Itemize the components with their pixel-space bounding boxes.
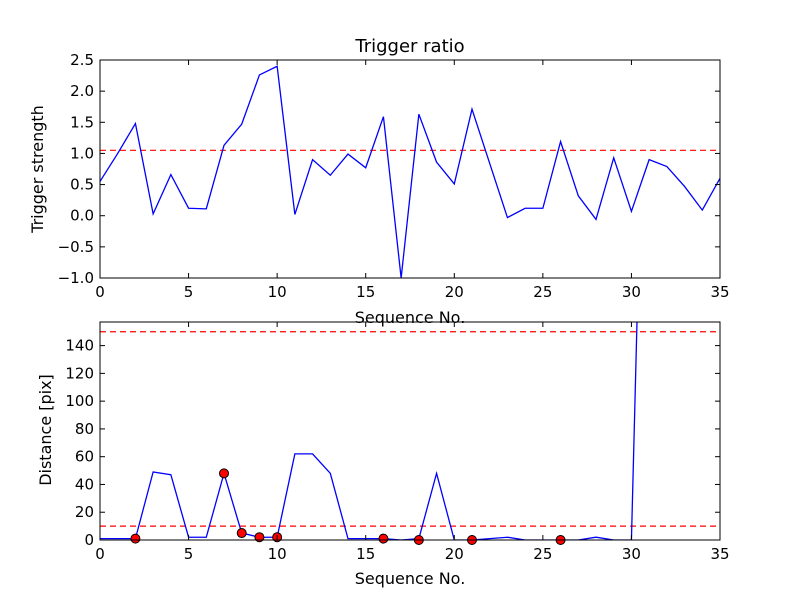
bottom-data-point — [219, 468, 229, 479]
bottom-y-tick-label: 20 — [75, 503, 94, 521]
bottom-y-tick-label: 80 — [75, 420, 94, 438]
bottom-x-tick-label: 30 — [622, 545, 641, 563]
bottom-y-tick-label: 0 — [84, 531, 94, 549]
bottom-data-point — [130, 533, 141, 544]
top-plot-frame — [99, 59, 721, 279]
bottom-x-tick-label: 20 — [445, 545, 464, 563]
top-y-tick-label: 2.5 — [70, 51, 94, 69]
bottom-data-point — [254, 532, 265, 543]
top-x-tick-label: 25 — [533, 283, 552, 301]
bottom-x-tick-label: 5 — [184, 545, 194, 563]
bottom-y-tick-label: 40 — [75, 475, 94, 493]
bottom-x-tick-label: 10 — [268, 545, 287, 563]
bottom-x-tick-label: 0 — [95, 545, 105, 563]
bottom-y-tick-label: 60 — [75, 448, 94, 466]
top-x-tick-label: 0 — [95, 283, 105, 301]
top-y-tick-label: 1.0 — [70, 144, 94, 162]
chart-title: Trigger ratio — [354, 36, 464, 57]
bottom-y-tick-label: 100 — [65, 392, 94, 410]
top-y-tick-label: −1.0 — [58, 269, 94, 287]
bottom-x-tick-label: 35 — [710, 545, 729, 563]
top-x-tick-label: 15 — [356, 283, 375, 301]
bottom-x-tick-label: 25 — [533, 545, 552, 563]
top-series-line-0 — [100, 65, 720, 278]
top-x-tick-label: 5 — [184, 283, 194, 301]
top-x-tick-label: 20 — [445, 283, 464, 301]
top-y-tick-label: 1.5 — [70, 113, 94, 131]
top-x-tick-label: 30 — [622, 283, 641, 301]
bottom-x-tick-label: 15 — [356, 545, 375, 563]
bottom-y-tick-label: 140 — [65, 337, 94, 355]
bottom-x-axis-label: Sequence No. — [355, 569, 466, 588]
bottom-y-axis-label: Distance [pix] — [36, 374, 55, 486]
top-x-tick-label: 35 — [710, 283, 729, 301]
bottom-y-tick-label: 120 — [65, 364, 94, 382]
top-y-tick-label: −0.5 — [58, 238, 94, 256]
bottom-data-point — [378, 533, 389, 544]
bottom-series-line-0 — [100, 322, 638, 540]
top-x-axis-label: Sequence No. — [355, 308, 466, 327]
top-y-tick-label: 0.5 — [70, 176, 94, 194]
top-y-axis-label: Trigger strength — [28, 105, 47, 234]
top-x-tick-label: 10 — [268, 283, 287, 301]
bottom-data-point — [236, 528, 247, 539]
bottom-plot-frame — [99, 321, 721, 541]
top-y-tick-label: 2.0 — [70, 82, 94, 100]
top-y-tick-label: 0.0 — [70, 207, 94, 225]
